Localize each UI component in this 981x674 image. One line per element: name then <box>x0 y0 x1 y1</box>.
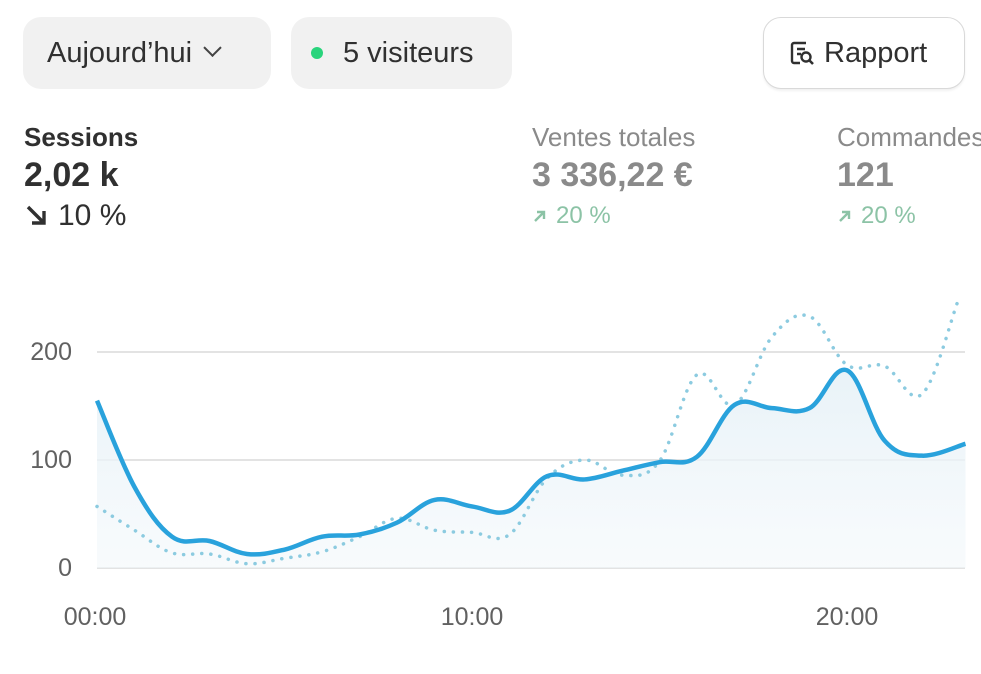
live-visitors-label: 5 visiteurs <box>343 36 474 69</box>
x-tick-label: 00:00 <box>64 603 127 631</box>
series-current-line <box>94 367 967 557</box>
x-tick-label: 10:00 <box>441 603 504 631</box>
metric-label: Ventes totales <box>532 122 696 152</box>
sessions-chart: 200 100 0 00:00 10:00 20:00 <box>30 300 967 631</box>
metric-label: Sessions <box>24 122 139 152</box>
y-tick-label: 200 <box>30 338 72 366</box>
live-visitors-button[interactable]: 5 visiteurs <box>291 17 512 89</box>
metric-change: 20 % <box>532 196 695 236</box>
metric-change-value: 10 % <box>58 199 127 232</box>
metric-change: 10 % <box>24 196 138 236</box>
date-range-button[interactable]: Aujourd’hui <box>23 17 271 89</box>
series-previous-period-line <box>95 300 960 566</box>
report-button[interactable]: Rapport <box>763 17 965 89</box>
report-search-icon <box>790 41 814 65</box>
arrow-up-right-icon <box>534 210 546 222</box>
metric-orders[interactable]: Commandes 121 20 % <box>837 120 981 236</box>
date-range-label: Aujourd’hui <box>47 36 193 69</box>
x-tick-label: 20:00 <box>816 603 879 631</box>
metric-sessions[interactable]: Sessions 2,02 k 10 % <box>24 120 138 236</box>
y-tick-label: 100 <box>30 446 72 474</box>
chevron-down-icon <box>203 38 222 57</box>
metric-change-value: 20 % <box>861 202 916 229</box>
metric-change-value: 20 % <box>556 202 611 229</box>
metric-value: 2,02 k <box>24 156 119 194</box>
live-dot-icon <box>311 47 323 59</box>
metric-label: Commandes <box>837 122 981 152</box>
metric-value: 121 <box>837 156 894 194</box>
series-area <box>97 369 966 568</box>
arrow-up-right-icon <box>839 210 851 222</box>
arrow-down-right-icon <box>26 205 46 225</box>
y-tick-label: 0 <box>58 554 72 582</box>
metric-change: 20 % <box>837 196 981 236</box>
metric-total-sales[interactable]: Ventes totales 3 336,22 € 20 % <box>532 120 695 236</box>
metric-value: 3 336,22 € <box>532 156 693 194</box>
report-label: Rapport <box>824 36 928 69</box>
